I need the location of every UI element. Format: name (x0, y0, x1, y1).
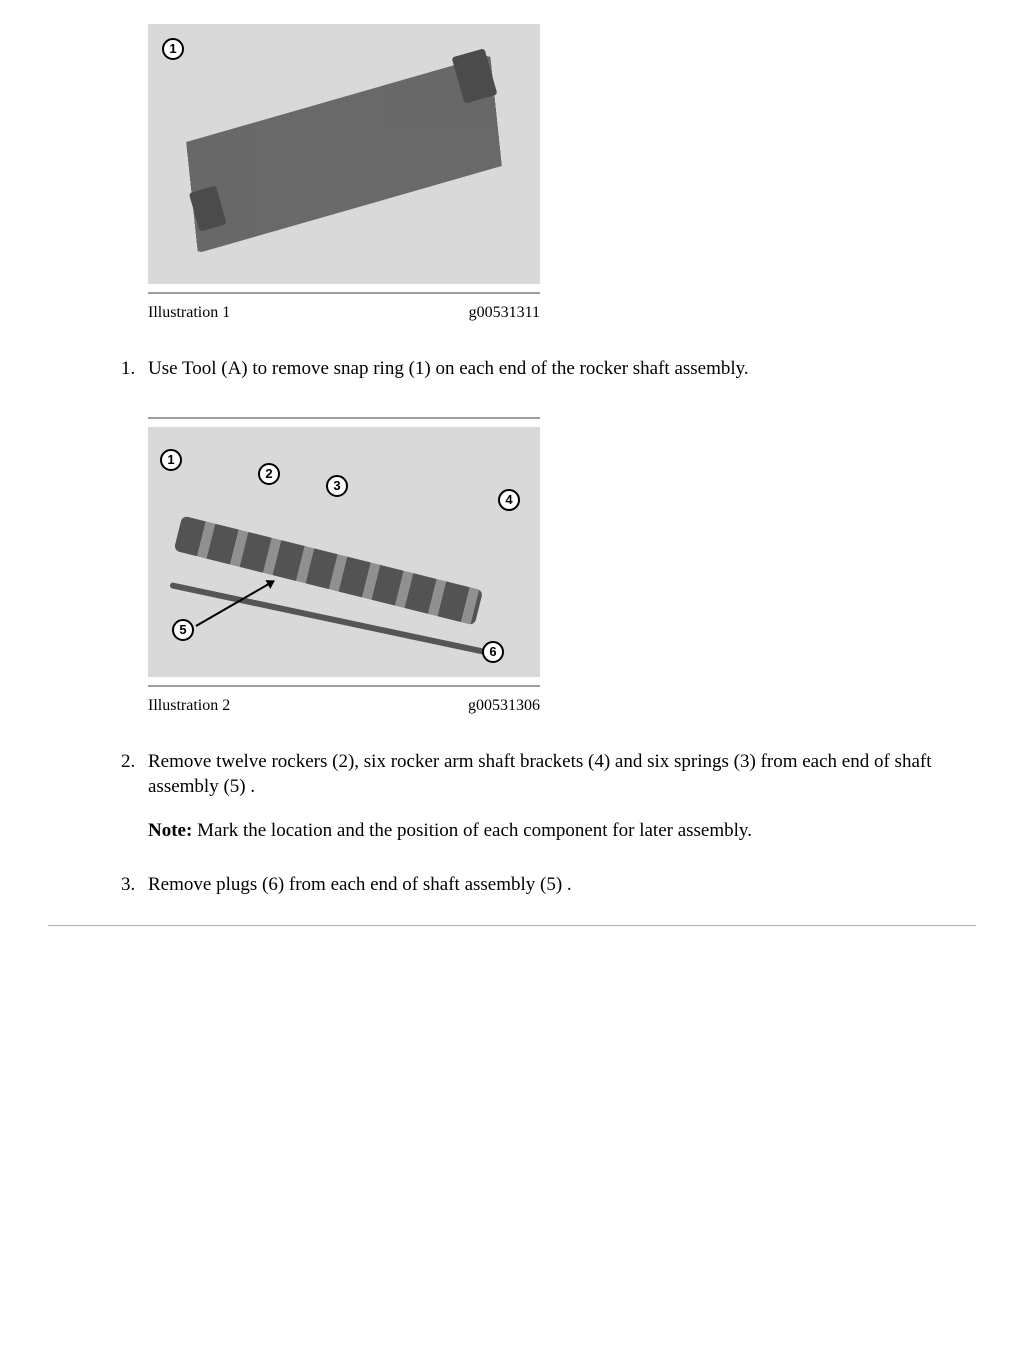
note-label: Note: (148, 820, 192, 841)
callout-6: 6 (482, 641, 504, 663)
figure-1-image: 1 (148, 24, 540, 284)
figure-2-image: 1 2 3 4 5 6 (148, 427, 540, 677)
step-1-text: Use Tool (A) to remove snap ring (1) on … (148, 356, 976, 382)
figure-1: 1 Illustration 1 g00531311 (148, 24, 540, 324)
rocker-components-graphic (174, 516, 484, 626)
figure-2-caption-left: Illustration 2 (148, 695, 230, 717)
step-2-text: Remove twelve rockers (2), six rocker ar… (148, 749, 976, 800)
rocker-shaft-graphic (165, 54, 522, 253)
callout-1: 1 (160, 449, 182, 471)
figure-1-caption-left: Illustration 1 (148, 302, 230, 324)
figure-1-caption-right: g00531311 (469, 302, 540, 324)
figure-1-caption: Illustration 1 g00531311 (148, 302, 540, 324)
figure-2-caption: Illustration 2 g00531306 (148, 695, 540, 717)
step-2: Remove twelve rockers (2), six rocker ar… (140, 749, 976, 844)
step-1: Use Tool (A) to remove snap ring (1) on … (140, 356, 976, 382)
callout-4: 4 (498, 489, 520, 511)
step-3: Remove plugs (6) from each end of shaft … (140, 872, 976, 898)
figure-2-caption-right: g00531306 (468, 695, 540, 717)
figure-2: 1 2 3 4 5 6 Illustration 2 g00531306 (148, 417, 540, 717)
callout-1: 1 (162, 38, 184, 60)
note-text: Mark the location and the position of ea… (192, 820, 752, 841)
callout-5: 5 (172, 619, 194, 641)
step-3-text: Remove plugs (6) from each end of shaft … (148, 872, 976, 898)
section-divider (48, 925, 976, 926)
callout-2: 2 (258, 463, 280, 485)
figure-1-rule (148, 292, 540, 294)
procedure-steps-cont: Remove twelve rockers (2), six rocker ar… (48, 749, 976, 898)
figure-2-bottom-rule (148, 685, 540, 687)
step-2-note: Note: Mark the location and the position… (148, 818, 976, 844)
procedure-steps: Use Tool (A) to remove snap ring (1) on … (48, 356, 976, 382)
figure-2-top-rule (148, 417, 540, 419)
callout-3: 3 (326, 475, 348, 497)
